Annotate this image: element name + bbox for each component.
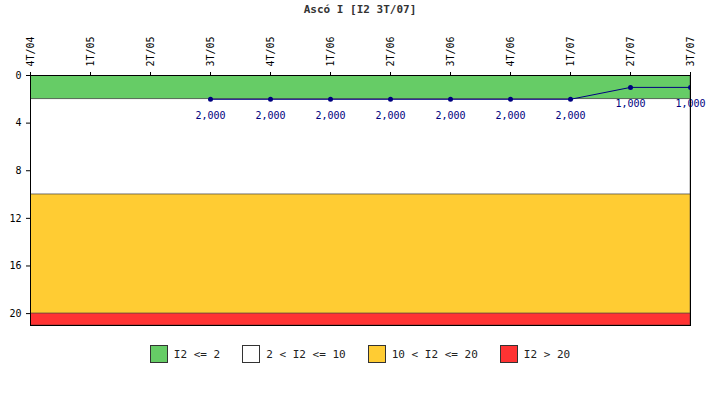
svg-text:2,000: 2,000 bbox=[555, 110, 585, 121]
html-text:I2 > 20: I2 > 20 bbox=[523, 347, 571, 361]
html-text:2 < I2 <= 10: 2 < I2 <= 10 bbox=[266, 347, 346, 361]
svg-text:4T/04: 4T/04 bbox=[25, 36, 36, 66]
svg-text:8: 8 bbox=[15, 165, 21, 176]
svg-text:2,000: 2,000 bbox=[195, 110, 225, 121]
svg-text:4T/05: 4T/05 bbox=[265, 36, 276, 66]
svg-text:2,000: 2,000 bbox=[255, 110, 285, 121]
svg-text:2T/07: 2T/07 bbox=[625, 36, 636, 66]
svg-text:20: 20 bbox=[9, 308, 21, 319]
svg-text:3T/05: 3T/05 bbox=[205, 36, 216, 66]
svg-text:4: 4 bbox=[15, 117, 21, 128]
svg-text:1,000: 1,000 bbox=[675, 97, 706, 109]
svg-text:2,000: 2,000 bbox=[495, 110, 525, 121]
html-text:Ascó I [I2 3T/07]: Ascó I [I2 3T/07] bbox=[303, 3, 417, 16]
svg-text:2T/06: 2T/06 bbox=[385, 36, 396, 66]
svg-text:1T/07: 1T/07 bbox=[565, 36, 576, 66]
svg-text:2,000: 2,000 bbox=[435, 110, 465, 121]
svg-text:2T/05: 2T/05 bbox=[145, 36, 156, 66]
svg-text:2,000: 2,000 bbox=[375, 110, 405, 121]
svg-text:3T/07: 3T/07 bbox=[685, 36, 696, 66]
svg-text:0: 0 bbox=[15, 70, 21, 81]
html-text:I2 <= 2: I2 <= 2 bbox=[173, 347, 221, 361]
svg-text:1,000: 1,000 bbox=[615, 98, 645, 109]
svg-text:16: 16 bbox=[9, 260, 21, 271]
svg-text:2,000: 2,000 bbox=[315, 110, 345, 121]
svg-text:1T/06: 1T/06 bbox=[325, 36, 336, 66]
svg-text:1T/05: 1T/05 bbox=[85, 36, 96, 66]
svg-text:3T/06: 3T/06 bbox=[445, 36, 456, 66]
svg-text:12: 12 bbox=[9, 213, 21, 224]
html-text:10 < I2 <= 20: 10 < I2 <= 20 bbox=[391, 347, 478, 361]
svg-text:4T/06: 4T/06 bbox=[505, 36, 516, 66]
